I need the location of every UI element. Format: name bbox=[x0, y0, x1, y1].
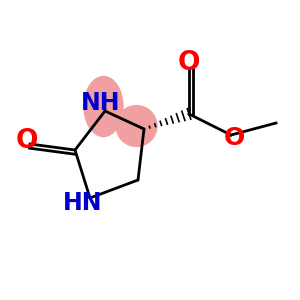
Text: O: O bbox=[16, 128, 38, 154]
Text: O: O bbox=[178, 50, 200, 76]
Text: NH: NH bbox=[81, 92, 120, 116]
Text: O: O bbox=[224, 126, 244, 150]
Text: HN: HN bbox=[63, 190, 102, 214]
Circle shape bbox=[116, 106, 157, 146]
Ellipse shape bbox=[84, 76, 123, 136]
